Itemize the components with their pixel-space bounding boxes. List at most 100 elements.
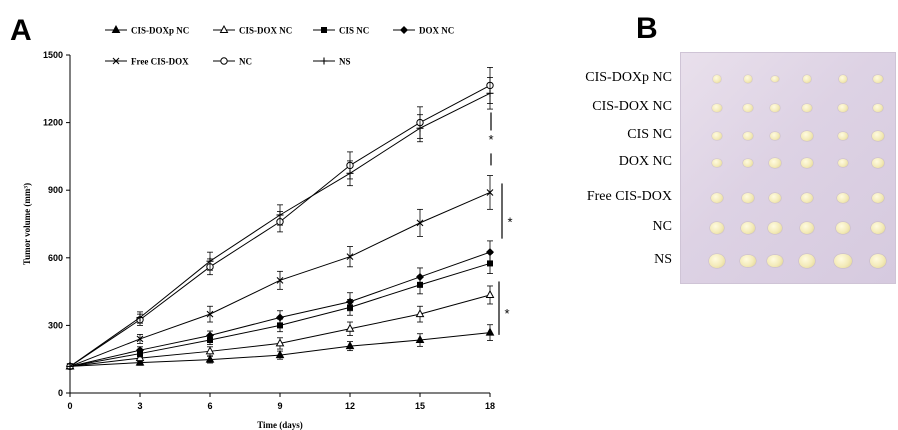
legend-marker (320, 57, 328, 65)
tumor-specimen (870, 221, 886, 235)
data-point-dox-nc (276, 313, 284, 322)
data-point-ns (136, 314, 144, 322)
legend-label: DOX NC (419, 26, 454, 36)
tumor-row-label: NC (652, 219, 672, 234)
tumor-specimen (872, 192, 884, 204)
tumor-specimen (771, 75, 779, 83)
panel-label-a: A (10, 14, 32, 47)
data-point-cis-dox-nc (275, 338, 285, 347)
tumor-row-label: CIS-DOX NC (592, 99, 672, 114)
tumor-specimen (870, 254, 886, 268)
tumor-specimen (837, 158, 849, 168)
y-tick-label: 600 (48, 253, 63, 263)
tumor-specimen (801, 192, 813, 204)
legend-label: NC (239, 57, 252, 67)
data-point-dox-nc (136, 346, 144, 355)
tumor-volume-chart: 0 300 600 900 1200 1500 0 3 6 9 12 15 18 Time (days) T… (22, 24, 513, 430)
tumor-specimen (837, 192, 849, 204)
data-point-ns (416, 124, 424, 132)
tumor-specimen (742, 103, 754, 113)
data-point-free-cis-dox (276, 276, 284, 284)
data-point-free-cis-dox (486, 189, 494, 196)
tumor-row-label: Free CIS-DOX (586, 189, 672, 204)
x-tick-label: 3 (137, 401, 142, 411)
data-point-free-cis-dox (416, 219, 424, 227)
y-tick-label: 0 (58, 388, 63, 398)
y-tick-label: 300 (48, 320, 63, 330)
tumor-specimen (711, 131, 723, 141)
tumor-specimen (711, 192, 723, 204)
legend-label: NS (339, 57, 351, 67)
data-point-cis-doxp-nc (345, 341, 355, 350)
tumor-specimen (742, 131, 754, 141)
tumor-specimen (801, 103, 813, 113)
data-point-dox-nc (486, 248, 494, 257)
tumor-specimen (769, 192, 781, 204)
x-tick-label: 15 (415, 401, 425, 411)
tumor-specimen (709, 221, 725, 235)
tumor-row-label: CIS NC (627, 127, 672, 142)
tumor-specimen (743, 75, 753, 83)
tumor-row-label: DOX NC (618, 154, 672, 169)
legend-label: CIS-DOXp NC (131, 26, 189, 36)
legend-marker (219, 24, 229, 33)
data-point-cis-doxp-nc (415, 334, 425, 344)
tumor-row-label: CIS-DOXp NC (585, 70, 672, 85)
x-tick-label: 6 (207, 401, 212, 411)
tumor-specimen (838, 75, 848, 83)
tumor-specimen (872, 131, 884, 141)
data-point-cis-dox-nc (415, 309, 425, 318)
legend-marker (111, 24, 121, 33)
significance-star: * (504, 306, 509, 321)
x-tick-label: 18 (485, 401, 495, 411)
data-point-cis-doxp-nc (485, 327, 495, 336)
data-point-dox-nc (206, 331, 214, 340)
tumor-specimen (741, 222, 755, 234)
y-axis-label: Tumor volume (mm³) (22, 183, 32, 265)
data-point-ns (346, 169, 354, 177)
data-point-ns (206, 257, 214, 265)
legend-label: CIS-DOX NC (239, 26, 292, 36)
data-point-free-cis-dox (346, 253, 354, 261)
data-point-ns (66, 362, 74, 370)
tumor-specimen (712, 103, 722, 113)
data-point-dox-nc (346, 297, 354, 306)
legend-marker (321, 27, 327, 33)
y-tick-label: 900 (48, 185, 63, 195)
x-tick-label: 12 (345, 401, 355, 411)
tumor-specimen (834, 253, 852, 269)
significance-star: * (507, 214, 512, 229)
data-point-ns (276, 211, 284, 219)
tumor-specimen (873, 74, 883, 84)
y-tick-label: 1500 (43, 50, 63, 60)
x-tick-label: 0 (67, 401, 72, 411)
tumor-specimen (742, 158, 754, 168)
data-point-cis-dox-nc (345, 323, 355, 332)
tumor-specimen (768, 222, 782, 234)
tumor-row-label: NS (654, 252, 672, 267)
tumor-specimen (769, 158, 781, 168)
data-point-dox-nc (416, 272, 424, 281)
legend-marker (220, 57, 228, 65)
tumor-specimen (872, 158, 884, 168)
tumor-specimen (802, 75, 812, 83)
tumor-specimen (712, 75, 722, 83)
legend-marker (112, 57, 120, 65)
data-point-cis-nc (277, 322, 283, 329)
y-tick-label: 1200 (43, 118, 63, 128)
data-point-cis-doxp-nc (205, 354, 215, 363)
panel-label-b: B (636, 12, 658, 45)
tumor-specimen (837, 103, 849, 113)
data-point-ns (486, 89, 494, 97)
data-point-free-cis-dox (136, 335, 144, 343)
data-point-cis-dox-nc (205, 346, 215, 355)
tumor-specimen (770, 103, 780, 113)
x-axis-label: Time (days) (257, 420, 303, 430)
tumor-specimen (798, 253, 816, 269)
tumor-specimen (801, 131, 813, 141)
tumor-specimen (740, 254, 756, 268)
legend-label: Free CIS-DOX (131, 57, 189, 67)
data-point-free-cis-dox (206, 310, 214, 318)
data-point-cis-doxp-nc (275, 350, 285, 359)
x-tick-label: 9 (277, 401, 282, 411)
